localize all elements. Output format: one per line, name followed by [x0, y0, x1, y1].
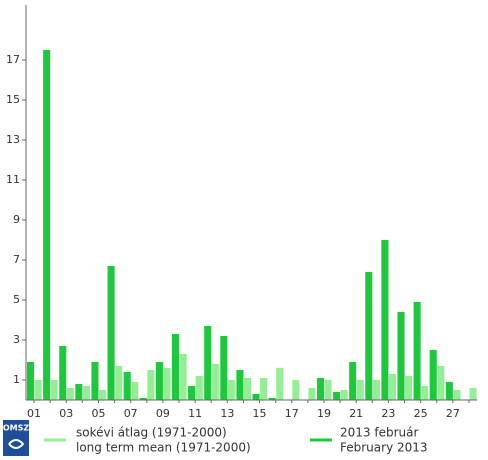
x-tick-label: 03	[59, 407, 73, 420]
x-tick-label: 07	[124, 407, 138, 420]
bar	[66, 388, 74, 400]
bar	[188, 386, 196, 400]
y-tick-label: 13	[6, 133, 20, 146]
y-tick-label: 11	[6, 173, 20, 186]
bar	[356, 380, 364, 400]
bar	[75, 384, 83, 400]
bar	[211, 364, 219, 400]
bar	[429, 350, 437, 400]
legend-label: February 2013	[340, 441, 428, 455]
bar	[453, 390, 461, 400]
bar	[243, 378, 252, 400]
y-tick-label: 3	[13, 333, 20, 346]
x-tick-label: 17	[285, 407, 299, 420]
bar	[292, 380, 300, 400]
y-tick-label: 15	[6, 93, 20, 106]
bar	[220, 336, 228, 400]
bar	[147, 370, 155, 400]
bar	[236, 370, 244, 400]
bar	[268, 398, 276, 400]
bar	[227, 380, 235, 400]
bar	[195, 376, 203, 400]
bar	[308, 388, 316, 400]
bar	[43, 50, 51, 400]
legend-label: sokévi átlag (1971-2000)	[76, 426, 227, 440]
bar	[115, 366, 123, 400]
bar	[171, 334, 180, 400]
bar	[413, 302, 421, 400]
bar	[107, 266, 115, 400]
logo-text: OMSZ	[3, 424, 30, 433]
bar	[131, 382, 139, 400]
bar	[388, 374, 397, 400]
x-tick-label: 19	[317, 407, 331, 420]
bar	[324, 380, 332, 400]
bar	[381, 240, 389, 400]
x-tick-label: 15	[253, 407, 267, 420]
bar	[397, 312, 405, 400]
x-tick-label: 23	[381, 407, 395, 420]
legend-label: long term mean (1971-2000)	[76, 441, 251, 455]
bar	[123, 372, 131, 400]
bar	[34, 380, 42, 400]
bar	[349, 362, 357, 400]
x-tick-label: 01	[27, 407, 41, 420]
bar	[405, 376, 413, 400]
bar	[50, 380, 58, 400]
bar	[91, 362, 99, 400]
bar	[155, 362, 163, 400]
x-tick-label: 09	[156, 407, 170, 420]
bar	[340, 390, 348, 400]
bar	[82, 386, 90, 400]
logo-icon	[8, 439, 25, 449]
bar	[333, 392, 341, 400]
y-tick-label: 5	[13, 293, 20, 306]
bar	[252, 394, 260, 400]
x-tick-label: 27	[446, 407, 460, 420]
bar	[276, 368, 284, 400]
y-tick-label: 1	[13, 373, 20, 386]
bar	[163, 368, 171, 400]
bar	[365, 272, 373, 400]
bar	[421, 386, 429, 400]
y-tick-label: 9	[13, 213, 20, 226]
bar	[437, 366, 445, 400]
y-tick-label: 7	[13, 253, 20, 266]
logo-box	[3, 420, 29, 456]
x-tick-label: 05	[91, 407, 105, 420]
bar	[59, 346, 67, 400]
bar	[316, 378, 325, 400]
bar	[445, 382, 453, 400]
x-tick-label: 21	[349, 407, 363, 420]
bar	[204, 326, 212, 400]
legend-label: 2013 február	[340, 426, 418, 440]
x-tick-label: 13	[220, 407, 234, 420]
y-tick-label: 17	[6, 53, 20, 66]
bar	[27, 362, 35, 400]
x-tick-label: 25	[414, 407, 428, 420]
bar	[139, 398, 147, 400]
bar	[372, 380, 380, 400]
bar	[179, 354, 187, 400]
x-tick-label: 11	[188, 407, 202, 420]
bar	[469, 388, 477, 400]
bar	[260, 378, 268, 400]
bar	[99, 390, 107, 400]
